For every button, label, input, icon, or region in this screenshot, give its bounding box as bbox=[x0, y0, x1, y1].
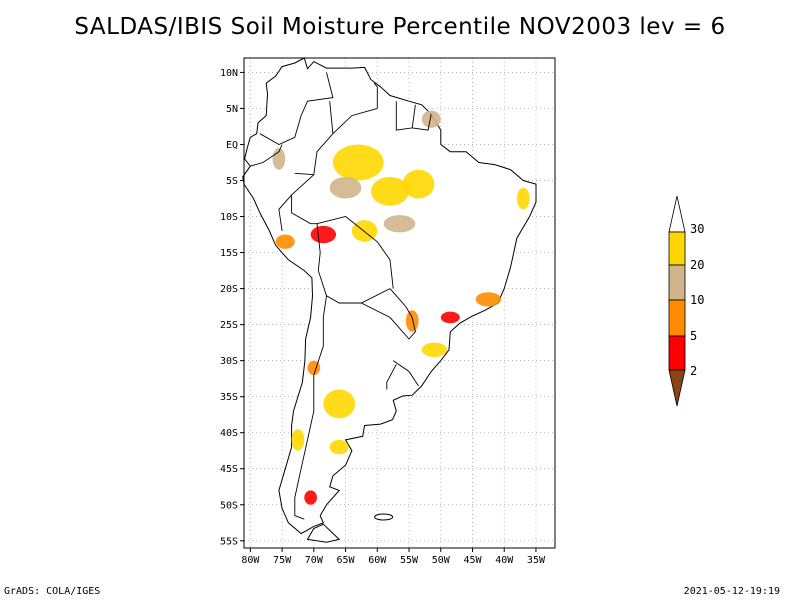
country-border bbox=[361, 288, 416, 340]
lat-tick-label: 10S bbox=[220, 212, 238, 223]
percentile-patch bbox=[370, 176, 410, 206]
falkland-islands bbox=[374, 513, 394, 521]
south-america-coastline bbox=[242, 57, 537, 535]
lat-tick-label: 10N bbox=[220, 68, 238, 79]
lon-tick-label: 45W bbox=[463, 555, 482, 566]
lat-tick-label: 5S bbox=[226, 176, 238, 187]
lon-tick-label: 80W bbox=[241, 555, 260, 566]
lat-tick-label: 50S bbox=[220, 500, 238, 511]
lat-tick-label: 35S bbox=[220, 392, 238, 403]
percentile-patch bbox=[275, 234, 295, 249]
country-border bbox=[329, 101, 334, 134]
country-border bbox=[250, 144, 283, 167]
percentile-patch bbox=[304, 490, 317, 505]
lat-tick-label: 55S bbox=[220, 536, 238, 547]
percentile-patch bbox=[475, 292, 502, 307]
landmass-layer bbox=[242, 57, 537, 543]
colorbar-segment bbox=[668, 335, 686, 371]
country-borders bbox=[250, 72, 432, 520]
axis-ticks: 10N 5N EQ 5S 10S 15S 20S 25S 30S 35S 40S 45S 50S 55S8… bbox=[220, 68, 546, 566]
country-border bbox=[278, 194, 292, 231]
lat-tick-label: 30S bbox=[220, 356, 238, 367]
country-border bbox=[392, 360, 419, 387]
lat-tick-label: 15S bbox=[220, 248, 238, 259]
colorbar-top-arrow bbox=[668, 195, 686, 233]
colorbar-segment bbox=[668, 264, 686, 301]
colorbar-label: 2 bbox=[690, 364, 697, 378]
percentile-patch bbox=[329, 439, 349, 455]
lat-tick-label: 25S bbox=[220, 320, 238, 331]
colorbar-label: 5 bbox=[690, 329, 697, 343]
lon-tick-label: 40W bbox=[495, 555, 514, 566]
country-border bbox=[294, 107, 378, 176]
percentile-patch bbox=[405, 310, 419, 332]
lon-tick-label: 70W bbox=[305, 555, 324, 566]
footer-credit: GrADS: COLA/IGES bbox=[4, 586, 101, 597]
colorbar-label: 20 bbox=[690, 258, 704, 272]
lon-tick-label: 55W bbox=[400, 555, 419, 566]
percentile-patch bbox=[310, 225, 337, 244]
percentile-patch bbox=[291, 429, 305, 451]
country-border bbox=[294, 295, 327, 520]
lon-tick-label: 35W bbox=[527, 555, 546, 566]
tierra-del-fuego bbox=[306, 523, 341, 543]
country-border bbox=[386, 364, 397, 390]
lat-tick-label: 45S bbox=[220, 464, 238, 475]
colorbar-label: 10 bbox=[690, 293, 704, 307]
percentile-patch bbox=[323, 389, 356, 419]
lon-tick-label: 65W bbox=[337, 555, 356, 566]
lon-tick-label: 75W bbox=[273, 555, 292, 566]
map-frame bbox=[243, 57, 556, 549]
anomaly-patches bbox=[272, 110, 530, 505]
lat-tick-label: EQ bbox=[226, 140, 238, 151]
lat-tick-label: 20S bbox=[220, 284, 238, 295]
percentile-patch bbox=[329, 176, 362, 199]
colorbar-label: 30 bbox=[690, 222, 704, 236]
colorbar-segment bbox=[668, 299, 686, 337]
country-border bbox=[412, 114, 432, 131]
percentile-patch bbox=[516, 187, 530, 210]
country-border bbox=[373, 82, 378, 109]
footer-timestamp: 2021-05-12-19:19 bbox=[683, 586, 780, 597]
lon-tick-label: 60W bbox=[368, 555, 387, 566]
colorbar-bottom-arrow bbox=[668, 369, 686, 407]
lat-tick-label: 40S bbox=[220, 428, 238, 439]
lat-tick-label: 5N bbox=[226, 104, 238, 115]
colorbar-segment bbox=[668, 231, 686, 266]
page-title: SALDAS/IBIS Soil Moisture Percentile NOV… bbox=[74, 14, 726, 40]
colorbar: 2 5 10 20 30 bbox=[668, 195, 704, 407]
percentile-patch bbox=[383, 215, 416, 233]
country-border bbox=[395, 101, 416, 131]
percentile-patch bbox=[440, 311, 460, 324]
country-border bbox=[259, 72, 334, 146]
percentile-patch bbox=[402, 169, 435, 199]
lon-tick-label: 50W bbox=[432, 555, 451, 566]
percentile-patch bbox=[421, 342, 448, 358]
percentile-patch bbox=[332, 144, 384, 181]
percentile-patch bbox=[421, 110, 441, 128]
